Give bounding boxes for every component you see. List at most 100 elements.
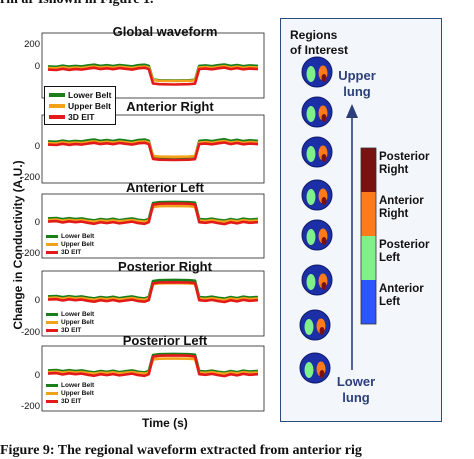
torso-slice-3 [301, 179, 333, 211]
region-posterior-left-7 [304, 362, 314, 378]
ytick-global-200: 200 [24, 39, 40, 50]
series-4-1 [47, 357, 259, 376]
torso-slice-5 [301, 264, 333, 296]
legend-swatch [49, 103, 65, 108]
panel-frame-0 [41, 32, 265, 99]
legend-swatch [46, 242, 58, 246]
torso-slice-2 [301, 136, 333, 168]
legend-label: 3D EIT [68, 111, 95, 122]
cbar-label-anterior-left-2: Left [379, 296, 401, 308]
panel-frame-1 [41, 114, 265, 184]
colorbar-segment-2 [361, 236, 376, 280]
legend-swatch [49, 114, 65, 119]
panel-title-anterior-right: Anterior Right [126, 99, 214, 114]
legend-label: Lower Belt [61, 310, 95, 318]
panel-title-anterior-left: Anterior Left [126, 180, 204, 195]
series-4-2 [47, 354, 259, 378]
bottom-caption: Figure 9: The regional waveform extracte… [0, 443, 362, 458]
legend-label: Lower Belt [61, 381, 95, 389]
panel-frame-2 [41, 193, 265, 259]
legend-swatch [46, 383, 58, 387]
legend-4: Lower Belt Upper Belt 3D EIT [46, 381, 94, 405]
panel-title-posterior-right: Posterior Right [118, 259, 212, 274]
ytick-pl-0: 0 [34, 370, 40, 381]
legend-2: Lower Belt Upper Belt 3D EIT [46, 232, 94, 256]
series-0-1 [47, 64, 259, 83]
region-posterior-left-5 [306, 274, 316, 290]
legend-entry: Upper Belt [49, 100, 111, 111]
torso-slice-1 [301, 96, 333, 128]
region-posterior-right-7 [319, 370, 325, 378]
legend-entry: Lower Belt [46, 310, 94, 318]
colorbar-segment-3 [361, 280, 376, 324]
legend-label: Lower Belt [68, 89, 112, 100]
series-3-1 [47, 281, 259, 302]
series-1-1 [47, 139, 259, 159]
series-0-0 [47, 63, 259, 82]
lower-label-1: Lower [336, 374, 376, 389]
series-3-2 [47, 281, 259, 304]
roi-title-line1: Regions [290, 28, 338, 42]
panel-title-posterior-left: Posterior Left [122, 333, 208, 348]
torso-slice-4 [301, 219, 333, 251]
cbar-label-posterior-left-1: Posterior [379, 239, 430, 251]
legend-0: Lower Belt Upper Belt 3D EIT [44, 86, 117, 125]
region-posterior-left-0 [306, 66, 316, 82]
region-posterior-right-1 [321, 114, 327, 122]
cbar-label-anterior-left-1: Anterior [379, 283, 424, 295]
x-axis-label: Time (s) [142, 416, 188, 430]
series-1-0 [47, 137, 259, 159]
ytick-al-0: 0 [34, 217, 40, 228]
ytick-al-neg200: -200 [20, 248, 40, 259]
legend-label: 3D EIT [61, 248, 82, 256]
legend-label: Upper Belt [61, 240, 94, 248]
region-posterior-left-1 [306, 106, 316, 122]
series-0-2 [47, 66, 259, 86]
legend-swatch [46, 328, 58, 332]
ytick-ar-0: 0 [34, 141, 40, 152]
legend-entry: 3D EIT [46, 397, 94, 405]
top-caption: rm ar Ishown in Figure 1. [0, 0, 154, 8]
cbar-label-posterior-right-2: Right [379, 164, 409, 176]
region-posterior-left-4 [306, 229, 316, 245]
legend-swatch [46, 399, 58, 403]
panel-frame-4 [41, 345, 265, 412]
ytick-pr-neg200: -200 [20, 327, 40, 338]
legend-label: Lower Belt [61, 232, 95, 240]
cbar-label-posterior-left-2: Left [379, 252, 401, 264]
region-posterior-right-6 [319, 327, 325, 335]
ytick-ar-neg200: -200 [20, 172, 40, 183]
colorbar-segment-0 [361, 148, 376, 192]
legend-entry: 3D EIT [46, 248, 94, 256]
legend-swatch [46, 234, 58, 238]
series-3-0 [47, 278, 259, 300]
legend-swatch [46, 391, 58, 395]
region-posterior-left-2 [306, 146, 316, 162]
region-posterior-left-3 [306, 189, 316, 205]
series-2-1 [47, 204, 259, 224]
region-posterior-right-2 [321, 154, 327, 162]
legend-3: Lower Belt Upper Belt 3D EIT [46, 310, 94, 334]
ytick-pr-0: 0 [34, 295, 40, 306]
upper-label-2: lung [343, 84, 371, 99]
legend-entry: Lower Belt [46, 232, 94, 240]
legend-entry: Lower Belt [46, 381, 94, 389]
legend-label: Upper Belt [61, 318, 94, 326]
legend-label: Upper Belt [61, 389, 94, 397]
torso-slice-6 [299, 309, 331, 341]
legend-swatch [46, 312, 58, 316]
region-posterior-left-6 [304, 319, 314, 335]
legend-entry: Upper Belt [46, 389, 94, 397]
legend-swatch [46, 250, 58, 254]
panel-title-global: Global waveform [112, 24, 218, 39]
ytick-pl-neg200: -200 [20, 401, 40, 412]
upper-label-1: Upper [338, 68, 376, 83]
legend-label: 3D EIT [61, 326, 82, 334]
region-posterior-right-4 [321, 237, 327, 245]
legend-label: 3D EIT [61, 397, 82, 405]
legend-entry: 3D EIT [46, 326, 94, 334]
legend-entry: Upper Belt [46, 318, 94, 326]
lower-label-2: lung [342, 390, 370, 405]
